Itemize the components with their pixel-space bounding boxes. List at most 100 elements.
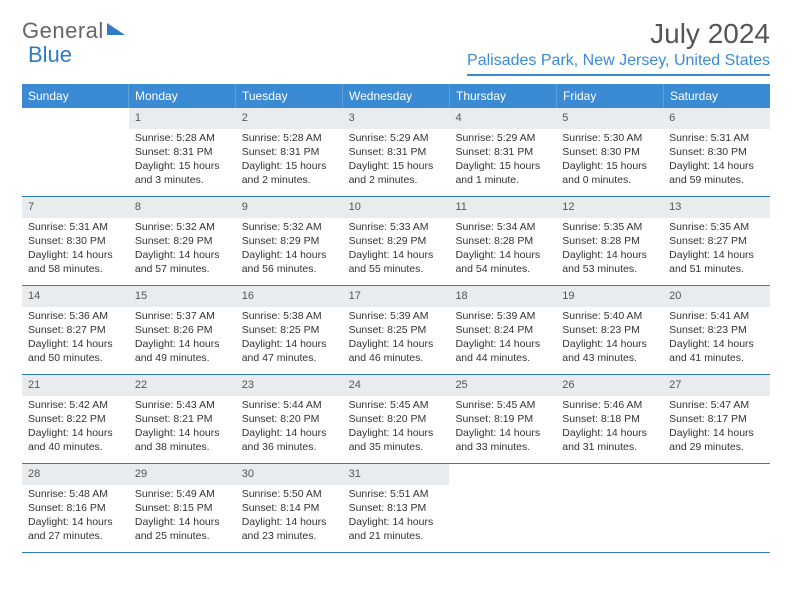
- day-number: 14: [22, 286, 129, 307]
- weekday-header: Thursday: [450, 84, 557, 108]
- day-number: 8: [129, 197, 236, 218]
- day-line: Sunrise: 5:32 AM: [135, 220, 230, 234]
- weeks-container: 1Sunrise: 5:28 AMSunset: 8:31 PMDaylight…: [22, 108, 770, 553]
- day-number: 7: [22, 197, 129, 218]
- day-line: Sunset: 8:28 PM: [562, 234, 657, 248]
- day-body: Sunrise: 5:44 AMSunset: 8:20 PMDaylight:…: [236, 396, 343, 459]
- calendar-day: 8Sunrise: 5:32 AMSunset: 8:29 PMDaylight…: [129, 197, 236, 285]
- calendar-week: 1Sunrise: 5:28 AMSunset: 8:31 PMDaylight…: [22, 108, 770, 197]
- day-line: Daylight: 14 hours: [135, 337, 230, 351]
- calendar-day: 21Sunrise: 5:42 AMSunset: 8:22 PMDayligh…: [22, 375, 129, 463]
- calendar-day: 2Sunrise: 5:28 AMSunset: 8:31 PMDaylight…: [236, 108, 343, 196]
- weekday-header: Sunday: [22, 84, 129, 108]
- day-number: 15: [129, 286, 236, 307]
- calendar-day: 3Sunrise: 5:29 AMSunset: 8:31 PMDaylight…: [343, 108, 450, 196]
- day-line: Sunset: 8:25 PM: [349, 323, 444, 337]
- day-number: 3: [343, 108, 450, 129]
- day-line: and 55 minutes.: [349, 262, 444, 276]
- day-line: Sunset: 8:17 PM: [669, 412, 764, 426]
- day-line: Daylight: 14 hours: [669, 248, 764, 262]
- day-body: Sunrise: 5:50 AMSunset: 8:14 PMDaylight:…: [236, 485, 343, 548]
- day-line: Daylight: 14 hours: [455, 248, 550, 262]
- day-line: and 59 minutes.: [669, 173, 764, 187]
- day-line: and 57 minutes.: [135, 262, 230, 276]
- day-line: Daylight: 14 hours: [135, 515, 230, 529]
- calendar-day: 18Sunrise: 5:39 AMSunset: 8:24 PMDayligh…: [449, 286, 556, 374]
- day-line: Sunrise: 5:38 AM: [242, 309, 337, 323]
- day-number: 2: [236, 108, 343, 129]
- day-line: Sunset: 8:15 PM: [135, 501, 230, 515]
- day-number: 26: [556, 375, 663, 396]
- calendar-week: 14Sunrise: 5:36 AMSunset: 8:27 PMDayligh…: [22, 286, 770, 375]
- day-line: Sunrise: 5:30 AM: [562, 131, 657, 145]
- day-body: Sunrise: 5:29 AMSunset: 8:31 PMDaylight:…: [449, 129, 556, 192]
- day-line: Sunset: 8:31 PM: [455, 145, 550, 159]
- day-line: Sunset: 8:21 PM: [135, 412, 230, 426]
- day-line: Daylight: 14 hours: [669, 426, 764, 440]
- day-line: Sunset: 8:20 PM: [242, 412, 337, 426]
- day-line: Daylight: 14 hours: [135, 426, 230, 440]
- day-line: Sunrise: 5:51 AM: [349, 487, 444, 501]
- month-title: July 2024: [467, 18, 770, 50]
- day-line: Sunrise: 5:39 AM: [349, 309, 444, 323]
- day-line: Sunrise: 5:35 AM: [669, 220, 764, 234]
- calendar-day: 6Sunrise: 5:31 AMSunset: 8:30 PMDaylight…: [663, 108, 770, 196]
- day-body: Sunrise: 5:46 AMSunset: 8:18 PMDaylight:…: [556, 396, 663, 459]
- day-body: Sunrise: 5:30 AMSunset: 8:30 PMDaylight:…: [556, 129, 663, 192]
- calendar-day: 13Sunrise: 5:35 AMSunset: 8:27 PMDayligh…: [663, 197, 770, 285]
- day-line: and 41 minutes.: [669, 351, 764, 365]
- day-body: Sunrise: 5:37 AMSunset: 8:26 PMDaylight:…: [129, 307, 236, 370]
- day-line: Sunset: 8:30 PM: [669, 145, 764, 159]
- day-line: Sunrise: 5:42 AM: [28, 398, 123, 412]
- calendar-day: 9Sunrise: 5:32 AMSunset: 8:29 PMDaylight…: [236, 197, 343, 285]
- day-number: 4: [449, 108, 556, 129]
- day-number: 20: [663, 286, 770, 307]
- logo: General: [22, 18, 125, 44]
- day-body: Sunrise: 5:45 AMSunset: 8:20 PMDaylight:…: [343, 396, 450, 459]
- day-number: [22, 108, 129, 125]
- day-body: Sunrise: 5:36 AMSunset: 8:27 PMDaylight:…: [22, 307, 129, 370]
- flag-icon: [107, 23, 125, 35]
- day-line: and 33 minutes.: [455, 440, 550, 454]
- calendar-day: [663, 464, 770, 552]
- day-number: 9: [236, 197, 343, 218]
- day-number: 23: [236, 375, 343, 396]
- day-line: Sunrise: 5:36 AM: [28, 309, 123, 323]
- day-line: Sunset: 8:30 PM: [562, 145, 657, 159]
- day-body: Sunrise: 5:43 AMSunset: 8:21 PMDaylight:…: [129, 396, 236, 459]
- day-number: 12: [556, 197, 663, 218]
- calendar-day: 5Sunrise: 5:30 AMSunset: 8:30 PMDaylight…: [556, 108, 663, 196]
- day-body: [449, 481, 556, 487]
- day-number: 16: [236, 286, 343, 307]
- day-line: Sunrise: 5:34 AM: [455, 220, 550, 234]
- day-body: Sunrise: 5:32 AMSunset: 8:29 PMDaylight:…: [129, 218, 236, 281]
- day-line: Sunset: 8:28 PM: [455, 234, 550, 248]
- day-line: and 47 minutes.: [242, 351, 337, 365]
- calendar-day: 22Sunrise: 5:43 AMSunset: 8:21 PMDayligh…: [129, 375, 236, 463]
- day-line: Sunset: 8:30 PM: [28, 234, 123, 248]
- day-body: [556, 481, 663, 487]
- day-line: Sunset: 8:25 PM: [242, 323, 337, 337]
- calendar-day: 7Sunrise: 5:31 AMSunset: 8:30 PMDaylight…: [22, 197, 129, 285]
- day-body: Sunrise: 5:33 AMSunset: 8:29 PMDaylight:…: [343, 218, 450, 281]
- day-line: Sunrise: 5:40 AM: [562, 309, 657, 323]
- day-line: Daylight: 14 hours: [349, 337, 444, 351]
- day-line: Sunrise: 5:46 AM: [562, 398, 657, 412]
- day-line: Sunrise: 5:45 AM: [455, 398, 550, 412]
- day-line: Sunset: 8:29 PM: [349, 234, 444, 248]
- calendar-day: 24Sunrise: 5:45 AMSunset: 8:20 PMDayligh…: [343, 375, 450, 463]
- calendar-day: 10Sunrise: 5:33 AMSunset: 8:29 PMDayligh…: [343, 197, 450, 285]
- day-line: and 53 minutes.: [562, 262, 657, 276]
- day-number: 21: [22, 375, 129, 396]
- day-line: Sunrise: 5:31 AM: [669, 131, 764, 145]
- day-body: [22, 125, 129, 131]
- day-line: Sunset: 8:14 PM: [242, 501, 337, 515]
- logo-text-general: General: [22, 18, 104, 44]
- day-line: Daylight: 14 hours: [349, 515, 444, 529]
- day-line: Daylight: 14 hours: [28, 337, 123, 351]
- weekday-header: Saturday: [664, 84, 770, 108]
- day-body: Sunrise: 5:34 AMSunset: 8:28 PMDaylight:…: [449, 218, 556, 281]
- logo-text-blue: Blue: [28, 42, 72, 67]
- day-line: Sunrise: 5:28 AM: [135, 131, 230, 145]
- day-line: and 51 minutes.: [669, 262, 764, 276]
